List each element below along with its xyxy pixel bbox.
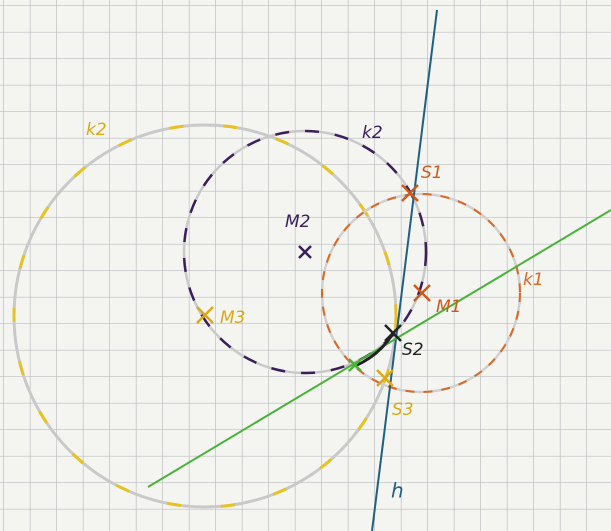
label-k2-purple: k2 (362, 123, 383, 143)
label-m3: M3 (220, 308, 245, 328)
label-k2: k2 (86, 120, 107, 140)
page: {"labels": ["k2", "k2", "S1", "M2", "M1"… (0, 0, 611, 531)
label-m2: M2 (285, 212, 310, 232)
label-h: h (391, 479, 404, 503)
label-s3: S3 (392, 400, 414, 420)
label-k1: k1 (523, 270, 544, 290)
label-m1: M1 (436, 297, 461, 317)
label-s1: S1 (421, 163, 443, 183)
label-s2: S2 (402, 340, 424, 360)
sketch: k2 k2 S1 M2 M1 k1 M3 S2 S3 h (0, 0, 611, 531)
